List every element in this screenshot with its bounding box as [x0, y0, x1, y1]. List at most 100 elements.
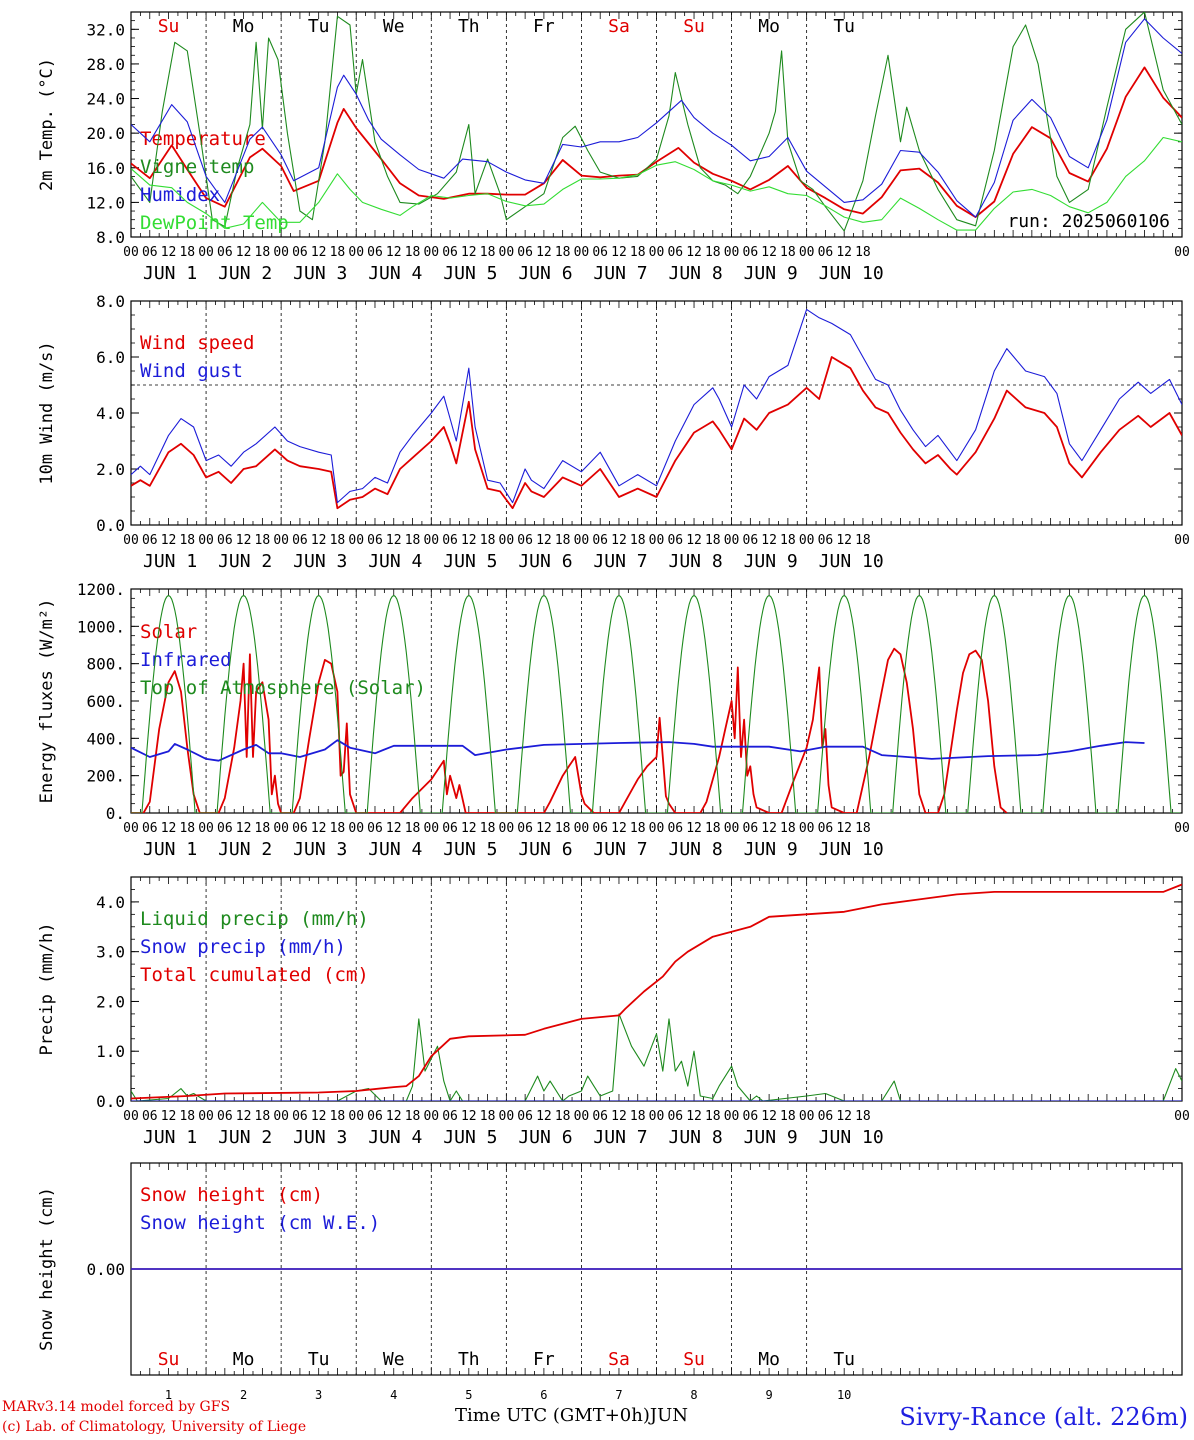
- series-line-wind-speed: [131, 356, 1182, 510]
- hour-tick-label: 00: [123, 245, 139, 260]
- hour-tick-label: 06: [517, 245, 533, 260]
- date-label: JUN 1: [143, 551, 197, 572]
- date-label: JUN 3: [293, 839, 347, 860]
- hour-tick-label: 00: [198, 533, 214, 548]
- legend-entry: Snow height (cm): [140, 1184, 323, 1206]
- y-axis-title: Snow height (cm): [37, 1187, 57, 1351]
- weekday-label-bottom: We: [383, 1349, 405, 1370]
- hour-tick-label: 06: [743, 821, 759, 836]
- hour-tick-label: 00: [499, 821, 515, 836]
- date-label: JUN 4: [368, 839, 422, 860]
- date-label: JUN 1: [143, 839, 197, 860]
- hour-tick-label: 18: [630, 245, 646, 260]
- hour-tick-label: 18: [630, 821, 646, 836]
- hour-tick-label: 06: [292, 533, 308, 548]
- hour-tick-label: 00: [574, 1109, 590, 1124]
- hour-tick-label: 06: [217, 245, 233, 260]
- time-axis-label: Time UTC (GMT+0h): [455, 1405, 650, 1426]
- date-label: JUN 10: [819, 839, 884, 860]
- hour-tick-label: 06: [517, 821, 533, 836]
- hour-tick-label: 18: [480, 821, 496, 836]
- date-label: JUN 7: [593, 263, 647, 284]
- hour-tick-label: 12: [311, 245, 327, 260]
- hour-tick-label: 18: [855, 245, 871, 260]
- hour-tick-label: 12: [611, 533, 627, 548]
- weekday-label-top: Sa: [608, 16, 630, 37]
- y-tick-label: 6.0: [96, 348, 125, 367]
- hour-tick-label: 12: [386, 821, 402, 836]
- day-number-label: 4: [390, 1388, 397, 1402]
- hour-tick-label: 06: [442, 245, 458, 260]
- y-tick-label: 0.0: [96, 1092, 125, 1111]
- day-number-label: 3: [315, 1388, 322, 1402]
- hour-tick-label: 06: [818, 1109, 834, 1124]
- hour-tick-label: 12: [236, 1109, 252, 1124]
- weekday-label-top: Su: [158, 16, 180, 37]
- weekday-label-top: Fr: [533, 16, 555, 37]
- y-tick-label: 12.0: [86, 193, 125, 212]
- panel-frame: [130, 11, 1183, 238]
- day-number-label: 9: [765, 1388, 772, 1402]
- hour-tick-label: 00: [348, 1109, 364, 1124]
- hour-tick-label: 00: [423, 821, 439, 836]
- date-label: JUN 4: [368, 551, 422, 572]
- date-label: JUN 2: [218, 551, 272, 572]
- hour-tick-label: 18: [705, 245, 721, 260]
- hour-tick-label: 18: [330, 1109, 346, 1124]
- weekday-label-top: Su: [683, 16, 705, 37]
- hour-tick-label: 00: [123, 533, 139, 548]
- hour-tick-label: 12: [536, 1109, 552, 1124]
- hour-tick-label: 06: [592, 245, 608, 260]
- legend-entry: Top of Atmosphere (Solar): [140, 677, 426, 699]
- y-tick-label: 1000.: [77, 617, 125, 636]
- date-label: JUN 7: [593, 551, 647, 572]
- day-number-label: 8: [690, 1388, 697, 1402]
- hour-tick-label: 00: [123, 1109, 139, 1124]
- hour-tick-label: 12: [686, 821, 702, 836]
- hour-tick-label: 18: [705, 821, 721, 836]
- date-label: JUN 6: [518, 839, 572, 860]
- y-tick-label: 4.0: [96, 404, 125, 423]
- y-tick-label: 400.: [86, 729, 125, 748]
- hour-tick-label: 00: [574, 245, 590, 260]
- hour-tick-label: 12: [311, 821, 327, 836]
- hour-tick-label: 12: [536, 821, 552, 836]
- date-label: JUN 8: [669, 839, 723, 860]
- date-label: JUN 2: [218, 263, 272, 284]
- hour-tick-label: 00: [799, 1109, 815, 1124]
- hour-tick-label: 12: [161, 821, 177, 836]
- date-label: JUN 10: [819, 551, 884, 572]
- date-label: JUN 6: [518, 551, 572, 572]
- hour-tick-label: 18: [480, 533, 496, 548]
- hour-tick-label: 06: [142, 245, 158, 260]
- y-axis-title: Energy fluxes (W/m²): [37, 599, 57, 804]
- hour-tick-label: 00: [423, 245, 439, 260]
- panel-frame: [130, 300, 1183, 526]
- hour-tick-label: 00: [273, 533, 289, 548]
- hour-tick-label: 00: [799, 245, 815, 260]
- y-tick-label: 32.0: [86, 20, 125, 39]
- hour-tick-label: 12: [161, 245, 177, 260]
- hour-tick-label: 00: [1174, 1109, 1190, 1124]
- y-tick-label: 20.0: [86, 124, 125, 143]
- hour-tick-label: 00: [1174, 533, 1190, 548]
- day-number-label: 6: [540, 1388, 547, 1402]
- day-number-label: 7: [615, 1388, 622, 1402]
- panel-5: 0.00 Snow height (cm) Snow height (cm) Snow…: [37, 1162, 1183, 1376]
- date-label: JUN 5: [443, 1127, 497, 1148]
- hour-tick-label: 06: [517, 1109, 533, 1124]
- y-tick-label: 0.00: [86, 1260, 125, 1279]
- hour-tick-label: 06: [743, 533, 759, 548]
- y-tick-label: 2.0: [96, 460, 125, 479]
- y-tick-label: 600.: [86, 692, 125, 711]
- legend-entry: Snow height (cm W.E.): [140, 1212, 380, 1234]
- weekday-label-bottom: Tu: [833, 1349, 855, 1370]
- series-line-humidex: [131, 18, 1182, 218]
- series-line-solar: [131, 647, 1008, 813]
- run-annotation: run: 2025060106: [1007, 211, 1170, 232]
- hour-tick-label: 18: [780, 1109, 796, 1124]
- hour-tick-label: 06: [667, 245, 683, 260]
- y-tick-label: 16.0: [86, 159, 125, 178]
- hour-tick-label: 12: [386, 1109, 402, 1124]
- hour-tick-label: 18: [630, 533, 646, 548]
